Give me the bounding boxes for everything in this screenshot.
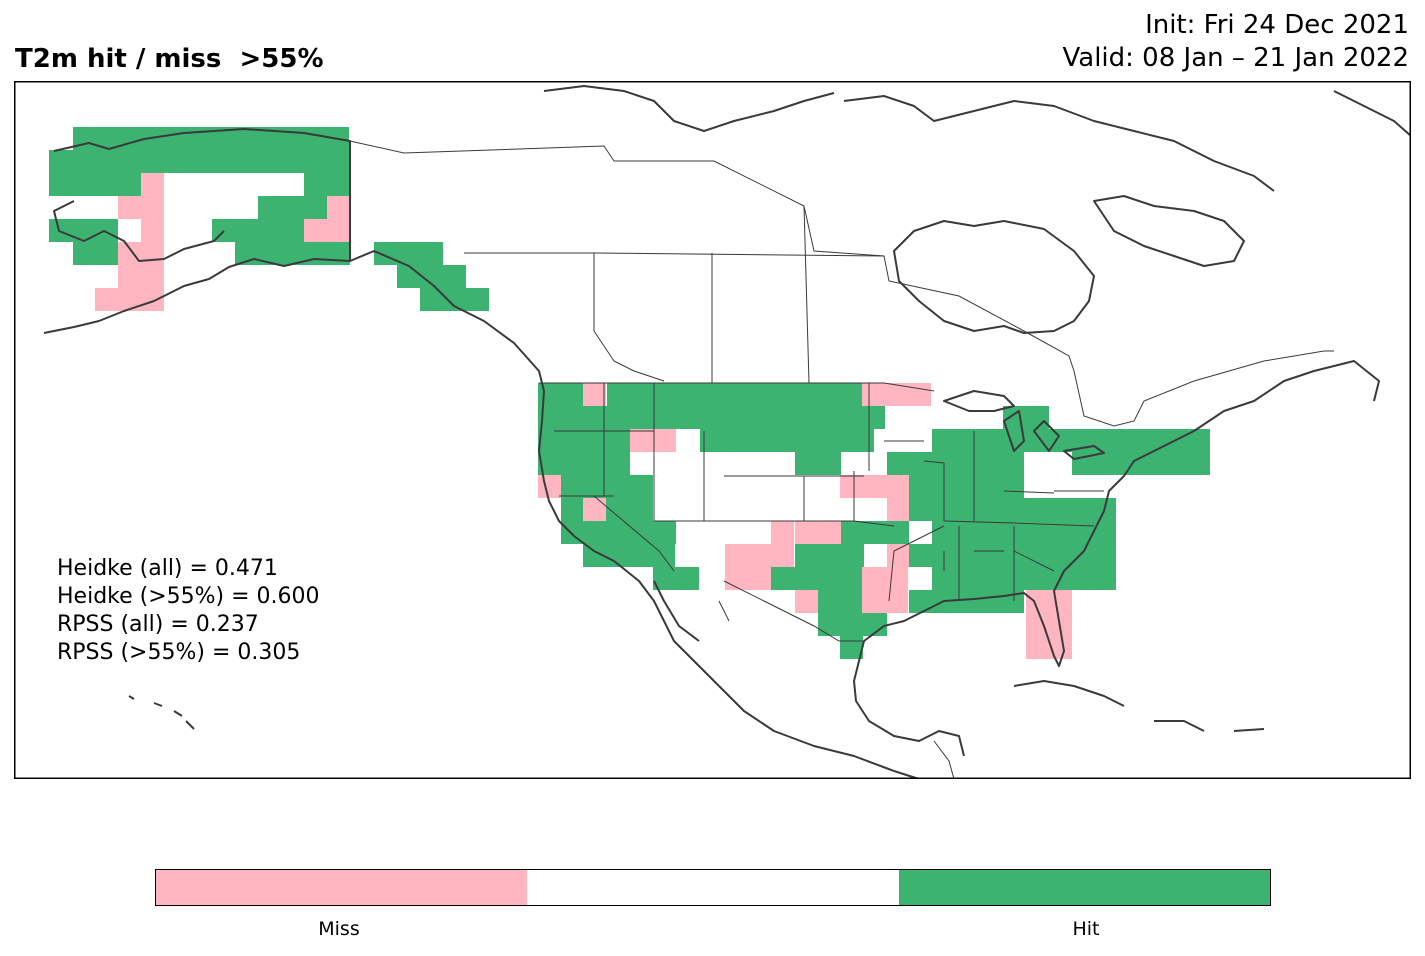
hit-cell <box>795 544 864 567</box>
hit-cell <box>909 544 932 567</box>
hit-cell <box>304 173 350 196</box>
miss-cell <box>118 265 164 288</box>
miss-cell <box>118 196 141 219</box>
heidke-all: Heidke (all) = 0.471 <box>57 556 278 581</box>
miss-cell <box>630 429 676 452</box>
hit-cell <box>840 521 909 544</box>
hit-cell <box>909 590 932 613</box>
hit-cell <box>212 219 304 242</box>
hit-cell <box>795 452 841 475</box>
hit-cell <box>561 406 630 429</box>
miss-cell <box>141 173 164 219</box>
hit-cell <box>374 242 443 265</box>
colorbar-label-miss: Miss <box>318 918 360 940</box>
miss-cell <box>725 544 771 590</box>
rpss-55: RPSS (>55%) = 0.305 <box>57 640 301 665</box>
hit-cell <box>932 544 1116 590</box>
rpss-all: RPSS (all) = 0.237 <box>57 612 259 637</box>
gulf-atlantic-coast <box>863 360 1380 667</box>
miss-cell <box>1026 613 1072 659</box>
great-lakes <box>943 390 1105 460</box>
miss-cell <box>771 521 794 567</box>
mexico-coast <box>718 640 965 779</box>
colorbar-neutral-segment <box>527 870 899 905</box>
hit-cell <box>782 383 874 406</box>
hit-cell <box>1003 429 1072 452</box>
miss-cell <box>583 383 606 406</box>
pacific-coast <box>349 250 720 687</box>
hit-cell <box>932 498 1116 544</box>
caribbean-islands <box>1013 680 1265 732</box>
valid-range: Valid: 08 Jan – 21 Jan 2022 <box>1062 43 1410 73</box>
miss-cell <box>862 383 931 406</box>
hit-cell <box>49 173 141 196</box>
hit-cell <box>862 406 885 429</box>
heidke-55: Heidke (>55%) = 0.600 <box>57 584 320 609</box>
skill-scores: Heidke (all) = 0.471 Heidke (>55%) = 0.6… <box>57 555 320 667</box>
miss-cell <box>795 521 841 544</box>
hit-cell <box>258 196 327 219</box>
hit-cell <box>909 475 932 521</box>
miss-cell <box>327 196 350 219</box>
hit-cell <box>73 242 119 265</box>
hit-cell <box>818 613 887 636</box>
miss-cell <box>95 288 164 311</box>
arctic-islands <box>543 85 1411 267</box>
hit-cell <box>561 521 676 544</box>
colorbar-hit-segment <box>898 870 1270 905</box>
hit-cell <box>1049 521 1072 544</box>
hit-cell <box>420 288 489 311</box>
miss-cell <box>141 219 164 265</box>
hit-cell <box>653 567 699 590</box>
init-date: Init: Fri 24 Dec 2021 <box>1145 10 1409 40</box>
colorbar <box>155 869 1271 906</box>
political-borders <box>349 140 1334 779</box>
hit-cell <box>235 242 350 265</box>
miss-cell <box>583 498 606 521</box>
coastlines <box>43 85 1411 779</box>
miss-cell <box>795 590 818 613</box>
hit-cell <box>653 383 791 429</box>
map-border <box>14 81 1411 779</box>
hit-cell <box>1003 406 1049 429</box>
colorbar-miss-segment <box>156 870 528 905</box>
hit-cell <box>887 452 933 475</box>
hit-cell <box>782 406 874 452</box>
hit-cell <box>700 429 792 452</box>
hit-cell <box>583 544 675 567</box>
hit-cell <box>538 429 630 475</box>
map-title: T2m hit / miss >55% <box>15 44 324 74</box>
miss-cell <box>538 475 561 498</box>
hit-cell <box>49 150 187 173</box>
hudson-bay <box>893 220 1095 334</box>
alaska-coast <box>43 128 351 334</box>
hawaii <box>128 695 195 730</box>
miss-cell <box>304 219 350 242</box>
hit-cell <box>1072 429 1210 475</box>
miss-cell <box>862 567 908 613</box>
hit-cell <box>49 219 118 242</box>
hit-cell <box>561 475 653 521</box>
hit-cell <box>840 636 863 659</box>
miss-cell <box>1026 590 1072 613</box>
colorbar-label-hit: Hit <box>1072 918 1100 940</box>
map-panel <box>14 81 1411 779</box>
hit-cell <box>771 567 863 590</box>
